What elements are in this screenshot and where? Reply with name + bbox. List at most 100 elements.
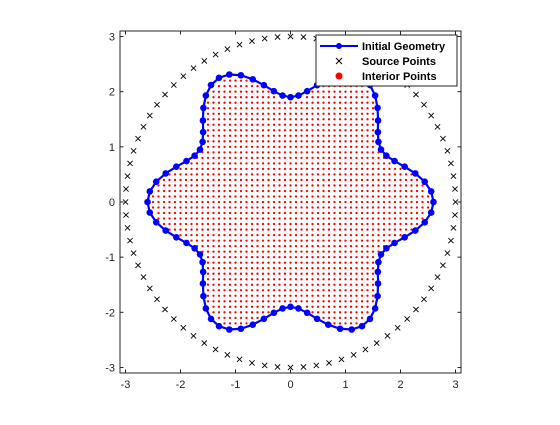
interior-point [168, 195, 171, 198]
interior-point [338, 283, 342, 286]
interior-point [162, 206, 166, 209]
interior-point [305, 178, 309, 182]
interior-point [344, 206, 347, 209]
interior-point [289, 118, 292, 121]
interior-point [322, 123, 325, 126]
interior-point [283, 189, 287, 193]
interior-point [371, 129, 375, 132]
source-point [452, 186, 458, 192]
interior-point [206, 145, 210, 148]
interior-point [206, 184, 210, 187]
interior-point [256, 244, 259, 248]
interior-point [267, 311, 270, 314]
interior-point [272, 222, 276, 226]
interior-point [195, 211, 199, 215]
interior-point [311, 90, 314, 93]
interior-point [294, 222, 298, 226]
interior-point [283, 112, 287, 115]
interior-point [294, 123, 298, 126]
interior-point [223, 85, 226, 88]
interior-point [267, 189, 270, 193]
interior-point [256, 145, 259, 148]
interior-point [228, 162, 232, 165]
interior-point [250, 178, 254, 182]
interior-point [393, 233, 397, 237]
interior-point [272, 189, 276, 193]
source-point [434, 274, 441, 281]
interior-point [245, 107, 248, 110]
interior-point [212, 151, 215, 154]
legend-marker-initial-geometry [336, 43, 342, 49]
interior-point [190, 222, 193, 226]
interior-point [239, 123, 243, 126]
interior-point [305, 118, 309, 121]
interior-point [399, 173, 402, 176]
interior-point [190, 162, 193, 165]
interior-point [272, 272, 276, 275]
interior-point [327, 195, 331, 198]
interior-point [338, 256, 342, 259]
interior-point [327, 256, 331, 259]
interior-point [294, 267, 298, 270]
initial-geometry-point [260, 315, 268, 323]
interior-point [223, 311, 226, 314]
interior-point [184, 211, 188, 215]
interior-point [261, 272, 265, 275]
interior-point [261, 244, 265, 248]
interior-point [234, 107, 237, 110]
interior-point [388, 211, 391, 215]
interior-point [344, 129, 347, 132]
interior-point [300, 156, 303, 160]
interior-point [371, 300, 375, 303]
interior-point [212, 244, 215, 248]
interior-point [256, 200, 259, 204]
interior-point [239, 167, 243, 171]
interior-point [228, 101, 232, 104]
interior-point [267, 96, 270, 99]
interior-point [316, 244, 320, 248]
interior-point [327, 123, 331, 126]
interior-point [223, 217, 226, 220]
interior-point [305, 129, 309, 132]
interior-point [327, 222, 331, 226]
initial-geometry-point [225, 326, 233, 333]
interior-point [388, 233, 391, 237]
interior-point [162, 178, 166, 182]
interior-point [355, 195, 358, 198]
interior-point [366, 107, 369, 110]
interior-point [206, 195, 210, 198]
interior-point [272, 239, 276, 242]
interior-point [333, 256, 336, 259]
interior-point [322, 173, 325, 176]
interior-point [234, 256, 237, 259]
interior-point [327, 189, 331, 193]
interior-point [349, 173, 353, 176]
interior-point [223, 250, 226, 253]
interior-point [283, 211, 287, 215]
interior-point [217, 278, 221, 281]
initial-geometry-point [249, 76, 257, 83]
interior-point [388, 178, 391, 182]
interior-point [256, 151, 259, 154]
interior-point [366, 233, 369, 237]
interior-point [267, 300, 270, 303]
interior-point [366, 206, 369, 209]
interior-point [173, 217, 177, 220]
interior-point [223, 90, 226, 93]
source-point [170, 316, 177, 322]
interior-point [344, 278, 347, 281]
interior-point [283, 206, 287, 209]
initial-geometry-point [191, 152, 198, 159]
interior-point [366, 305, 369, 308]
interior-point [223, 107, 226, 110]
interior-point [382, 233, 386, 237]
interior-point [300, 184, 303, 187]
interior-point [289, 233, 292, 237]
interior-point [393, 178, 397, 182]
interior-point [338, 112, 342, 115]
interior-point [316, 228, 320, 231]
interior-point [311, 145, 314, 148]
interior-point [239, 85, 243, 88]
interior-point [327, 250, 331, 253]
interior-point [283, 178, 287, 182]
